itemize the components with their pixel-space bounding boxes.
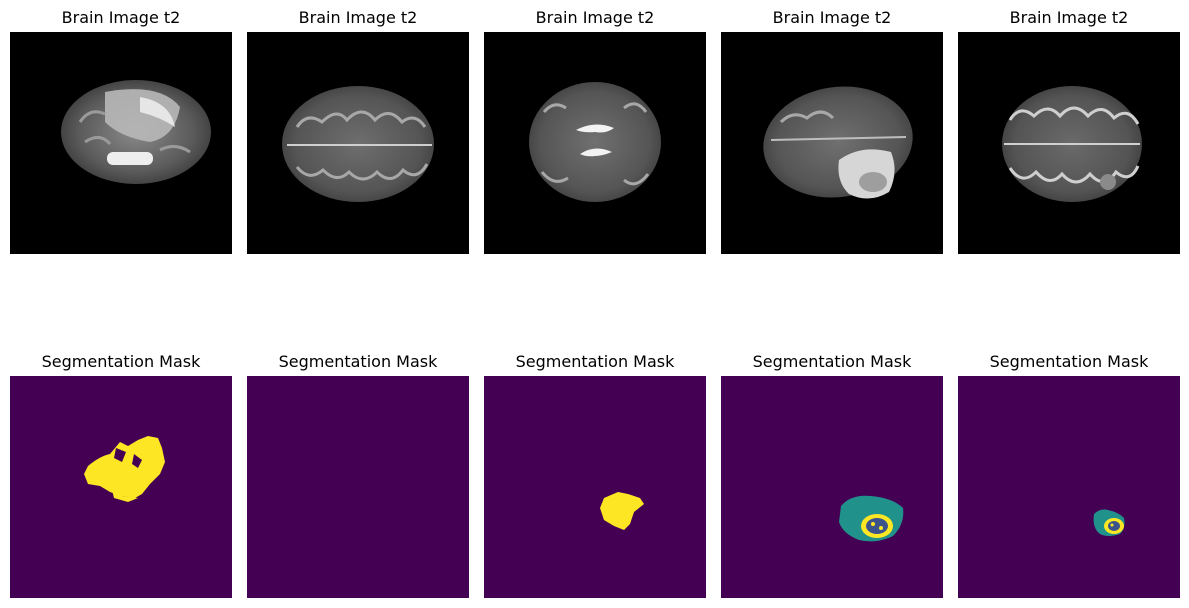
brain-image-4 bbox=[721, 32, 943, 254]
segmentation-mask-2 bbox=[247, 376, 469, 598]
brain-image-2 bbox=[247, 32, 469, 254]
brain-image-5 bbox=[958, 32, 1180, 254]
brain-image-title-2: Brain Image t2 bbox=[298, 8, 418, 27]
brain-image-title-5: Brain Image t2 bbox=[1009, 8, 1129, 27]
brain-image-title-3: Brain Image t2 bbox=[535, 8, 655, 27]
mask-title-3: Segmentation Mask bbox=[515, 352, 675, 371]
mask-title-2: Segmentation Mask bbox=[278, 352, 438, 371]
mask-title-4: Segmentation Mask bbox=[752, 352, 912, 371]
brain-image-3 bbox=[484, 32, 706, 254]
brain-image-title-4: Brain Image t2 bbox=[772, 8, 892, 27]
mask-title-5: Segmentation Mask bbox=[989, 352, 1149, 371]
brain-image-title-1: Brain Image t2 bbox=[61, 8, 181, 27]
segmentation-mask-5 bbox=[958, 376, 1180, 598]
segmentation-mask-3 bbox=[484, 376, 706, 598]
mask-title-1: Segmentation Mask bbox=[41, 352, 201, 371]
segmentation-mask-4 bbox=[721, 376, 943, 598]
segmentation-mask-1 bbox=[10, 376, 232, 598]
brain-image-1 bbox=[10, 32, 232, 254]
